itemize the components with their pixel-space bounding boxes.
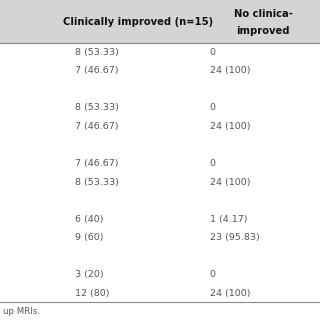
Text: 8 (53.33): 8 (53.33)	[75, 48, 119, 57]
FancyBboxPatch shape	[0, 0, 320, 43]
Text: 0: 0	[210, 159, 216, 168]
Text: Clinically improved (n=15): Clinically improved (n=15)	[62, 17, 213, 27]
Text: No clinica-: No clinica-	[234, 9, 292, 19]
Text: 0: 0	[210, 103, 216, 113]
Text: 6 (40): 6 (40)	[75, 215, 104, 224]
Text: 3 (20): 3 (20)	[75, 270, 104, 279]
Text: 12 (80): 12 (80)	[75, 289, 110, 298]
Text: improved: improved	[236, 26, 290, 36]
Text: up MRIs.: up MRIs.	[3, 307, 40, 316]
Text: 0: 0	[210, 270, 216, 279]
Text: 1 (4.17): 1 (4.17)	[210, 215, 247, 224]
Text: 7 (46.67): 7 (46.67)	[75, 67, 119, 76]
Text: 8 (53.33): 8 (53.33)	[75, 178, 119, 187]
Text: 24 (100): 24 (100)	[210, 289, 250, 298]
Text: 7 (46.67): 7 (46.67)	[75, 122, 119, 131]
Text: 24 (100): 24 (100)	[210, 67, 250, 76]
Text: 9 (60): 9 (60)	[75, 233, 104, 242]
Text: 23 (95.83): 23 (95.83)	[210, 233, 259, 242]
Text: 7 (46.67): 7 (46.67)	[75, 159, 119, 168]
Text: 24 (100): 24 (100)	[210, 178, 250, 187]
Text: 24 (100): 24 (100)	[210, 122, 250, 131]
Text: 0: 0	[210, 48, 216, 57]
Text: 8 (53.33): 8 (53.33)	[75, 103, 119, 113]
